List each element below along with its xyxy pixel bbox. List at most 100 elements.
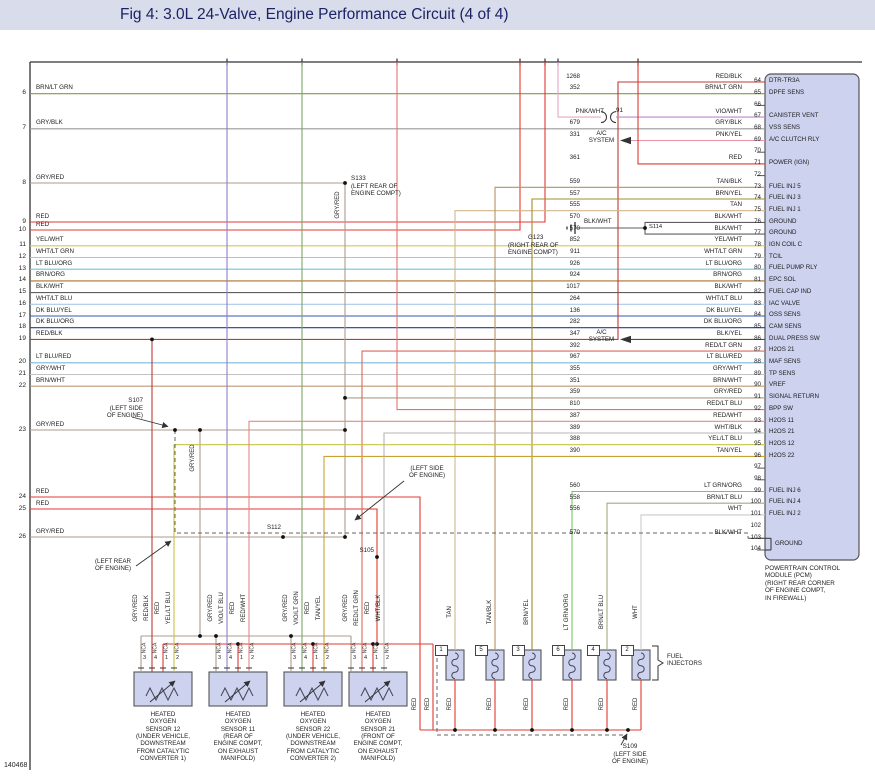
injector-group-brace [652, 645, 664, 681]
wire-color-label: RED [36, 220, 50, 228]
wire-row-number: 14 [18, 276, 26, 284]
pcm-wire-color: BLK/YEL [716, 329, 742, 337]
wire-color-label: BRN/LT GRN [36, 84, 73, 92]
pcm-pin-number: 86 [754, 334, 761, 342]
sensor-wire-pin: 2 [386, 655, 390, 661]
wire-row-number: 6 [22, 89, 26, 97]
sensor-wire-color: RED [304, 601, 311, 615]
sensor-wire-nca: NCA [313, 642, 320, 654]
pcm-pin-number: 90 [754, 381, 761, 389]
pcm-pin-function: FUEL INJ 1 [769, 205, 801, 213]
splice-s107-location: (LEFT SIDE [109, 405, 143, 412]
wire-row-number: 19 [18, 334, 26, 342]
pcm-pin-function: DPFE SENS [769, 88, 805, 96]
sensor-wire-nca: NCA [373, 642, 380, 654]
sensor-wire-color: RED/LT GRN [353, 590, 360, 626]
pcm-pin-function: MAF SENS [769, 358, 801, 365]
wire-row-number: 16 [18, 299, 26, 307]
pcm-pin-function: TCIL [769, 252, 783, 260]
pcm-pin-number: 95 [754, 439, 761, 447]
pcm-circuit-number: 558 [569, 493, 580, 501]
pcm-pin-function: CANISTER VENT [769, 112, 819, 120]
sensor-label-line: OXYGEN [299, 718, 327, 726]
pcm-pin-number: 100 [750, 498, 761, 506]
pcm-pin-number: 99 [754, 486, 761, 494]
pcm-pin-number: 94 [754, 428, 761, 436]
injector-wire-color: BRN/LT BLU [598, 594, 605, 630]
left-side-engine-label: OF ENGINE) [408, 472, 446, 480]
sensor-label-line: FROM CATALYTIC [136, 747, 190, 755]
injector-number: 6 [551, 645, 565, 656]
pcm-circuit-number: 355 [569, 365, 580, 372]
wire-row-number: 21 [18, 370, 26, 377]
sensor-wire-nca: NCA [291, 642, 298, 654]
pcm-wire-color: TAN/BLK [716, 177, 742, 185]
pcm-wire-color: PNK/YEL [715, 131, 742, 138]
pcm-wire-color: BLK/WHT [714, 212, 742, 220]
ground-g123: G123 [528, 234, 544, 241]
left-rear-engine-label: (LEFT REAR [95, 558, 131, 565]
wire-color-label: DK BLU/YEL [36, 306, 72, 314]
splice-s107-location: OF ENGINE) [106, 412, 143, 420]
wire-color-label: GRY/RED [36, 420, 65, 428]
wire-color-label: LT BLU/ORG [36, 259, 73, 267]
pcm-circuit-number: 967 [569, 353, 580, 361]
pcm-wire-color: WHT/LT BLU [705, 294, 742, 302]
pcm-pin-number: 71 [754, 159, 761, 167]
pcm-wire-color: GRY/WHT [712, 365, 742, 372]
sensor-wire-nca: NCA [141, 642, 148, 654]
sensor-wire-pin: 1 [315, 655, 319, 661]
wire-color-label: RED [36, 499, 50, 507]
pcm-pin-number: 102 [750, 521, 761, 529]
sensor-label-line: ENGINE COMPT, [213, 740, 263, 748]
pcm-circuit-number: 560 [569, 482, 580, 489]
pcm-pin-number: 67 [754, 112, 761, 120]
injector-group-label: INJECTORS [667, 660, 702, 668]
pcm-circuit-number: 570 [569, 224, 580, 232]
pcm-caption-line: IN FIREWALL) [765, 594, 807, 602]
ground-icon [566, 222, 576, 234]
sensor-label-line: ON EXHAUST [357, 747, 399, 755]
pcm-circuit-number: 390 [569, 446, 580, 454]
pcm-pin-number: 75 [754, 205, 761, 213]
pcm-pin-function: EPC SOL [769, 276, 796, 284]
pcm-pin-number: 85 [754, 322, 761, 330]
pcm-wire-color: LT GRN/ORG [704, 482, 742, 489]
sensor-wire-nca: NCA [324, 642, 331, 654]
sensor-wire-nca: NCA [362, 642, 369, 654]
sensor-wire-nca: NCA [227, 642, 234, 654]
pcm-pin-number: 101 [750, 510, 761, 518]
pcm-circuit-number: 388 [569, 435, 580, 443]
wire-row-number: 23 [18, 425, 26, 433]
gry-red-wire-label: GRY/RED [189, 444, 196, 472]
pcm-pin-function: GROUND [769, 217, 797, 225]
splice-s133-location: (LEFT REAR OF [351, 183, 398, 190]
pcm-wire-color: RED/LT BLU [706, 400, 742, 408]
pcm-pin-function: H2OS 21 [769, 428, 795, 436]
pcm-wire-color: BRN/YEL [715, 189, 742, 197]
pcm-pin-number: 79 [754, 252, 761, 260]
sensor-label-line: SENSOR 11 [220, 725, 256, 733]
pcm-circuit-number: 911 [570, 248, 580, 255]
wire-color-label: BLK/WHT [36, 283, 64, 291]
pcm-caption-line: (RIGHT REAR CORNER [765, 579, 835, 587]
injector-wire-color: WHT [632, 605, 639, 619]
pnk-wht-label: PNK/WHT [575, 108, 604, 115]
pcm-circuit-number: 387 [569, 411, 580, 419]
pcm-wire-color: YEL/LT BLU [708, 435, 742, 443]
pcm-pin-function: VSS SENS [769, 124, 800, 131]
sensor-wire-nca: NCA [152, 642, 159, 654]
sensor-wire-pin: 1 [165, 655, 169, 661]
pcm-circuit-number: 351 [569, 376, 580, 384]
pcm-pin-number: 65 [754, 88, 761, 96]
red-wire-label: RED [411, 697, 418, 711]
sensor-wire-pin: 2 [176, 655, 180, 661]
wire-row-number: 7 [22, 124, 26, 132]
title-bar: Fig 4: 3.0L 24-Valve, Engine Performance… [0, 0, 875, 30]
pcm-wire-color: LT BLU/ORG [705, 259, 742, 267]
pcm-pin-function: FUEL INJ 6 [769, 486, 801, 494]
sensor-label-line: (UNDER VEHICLE, [286, 732, 340, 740]
sensor-wire-color: GRY/RED [282, 594, 289, 622]
wire-row-number: 10 [18, 225, 26, 233]
